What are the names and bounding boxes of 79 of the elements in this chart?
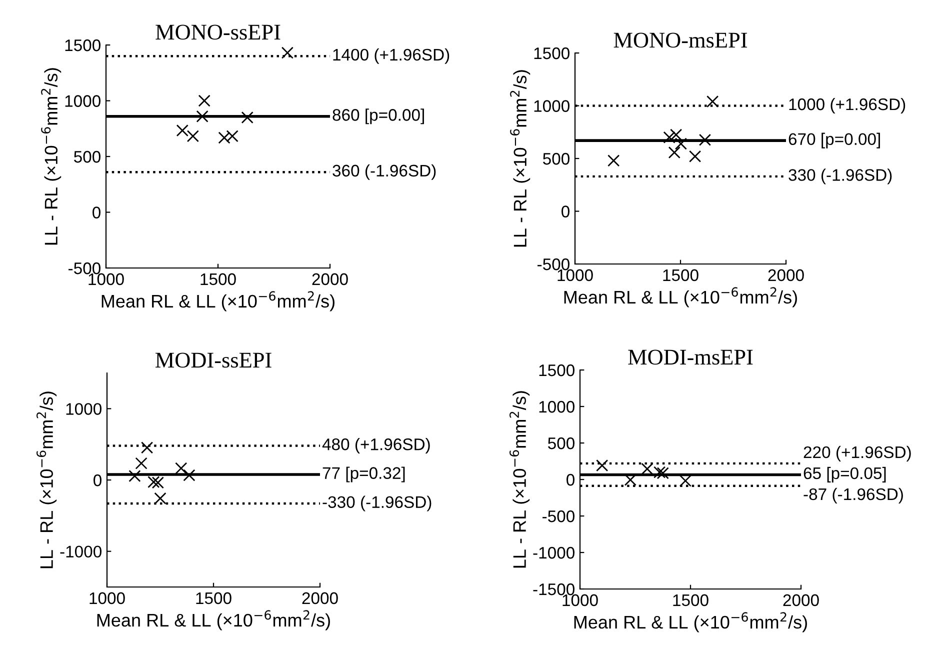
x-tick-label: 2000 [768,269,804,282]
point [670,128,682,141]
point [653,466,666,478]
ref-line-label: 1000 (+1.96SD) [789,98,906,114]
chart-title: MODI-msEPI [628,350,753,365]
x-tick-label: 1500 [200,273,236,286]
ref-line-label: 1400 (+1.96SD) [333,48,450,64]
y-tick-label: 500 [548,437,574,450]
point [706,95,719,108]
x-axis-title: Mean RL & LL (×10$^{−6}$mm$^{2}$/s) [97,610,330,630]
y-axis-title: LL - RL (×10$^{−6}$mm$^{2}$/s) [36,392,57,568]
x-axis-title: Mean RL & LL (×10$^{−6}$mm$^{2}$/s) [574,612,807,632]
y-tick-label: 0 [92,206,100,218]
y-tick-label: 0 [562,206,570,218]
point [183,469,196,482]
point [668,146,680,159]
ref-line-label: 77 [p=0.32] [322,466,405,482]
point [196,110,208,122]
point [241,111,254,124]
y-tick-label: 500 [74,150,100,163]
x-axis-title: Mean RL & LL (×10$^{−6}$mm$^{2}$/s) [102,291,334,312]
ref-line-label: -330 (-1.96SD) [322,496,432,512]
ref-line-label: 65 [p=0.05] [804,466,886,482]
point [641,462,654,475]
ref-line-label: 480 (+1.96SD) [322,438,430,454]
y-tick-label: -500 [68,262,100,274]
chart-title: MONO-ssEPI [156,24,280,40]
y-axis-title: LL - RL (×10$^{−6}$mm$^{2}$/s) [510,391,530,568]
point [281,46,294,59]
point [176,124,188,137]
ref-line-label: 360 (-1.96SD) [332,164,436,180]
y-axis-title: LL - RL (×10$^{−6}$mm$^{2}$/s) [41,68,62,245]
y-tick-label: -1000 [533,546,574,559]
y-tick-label: 1500 [65,39,100,52]
chart-title: MONO-msEPI [614,32,748,48]
ref-line-label: 860 [p=0.00] [332,108,424,124]
x-tick-label: 2000 [312,273,348,286]
point [698,134,712,146]
x-tick-label: 1500 [196,592,232,604]
y-tick-label: 0 [94,474,102,486]
point [198,94,210,107]
y-tick-label: 0 [566,474,574,486]
point [186,130,199,142]
ref-line-label: 330 (-1.96SD) [788,168,892,184]
ref-line-label: 220 (+1.96SD) [804,446,911,462]
y-tick-label: 1000 [65,95,100,107]
point [152,476,164,489]
point [608,154,620,167]
y-tick-label: 1000 [534,100,570,112]
point [656,467,669,480]
y-tick-label: -1500 [533,583,574,596]
y-tick-label: -500 [542,510,574,522]
point [154,492,166,504]
y-tick-label: 1000 [66,403,102,415]
point [128,470,141,482]
point [140,442,154,454]
point [175,462,188,474]
point [688,150,702,162]
point [663,131,676,144]
x-tick-label: 2000 [302,592,338,604]
y-tick-label: 1500 [534,47,570,60]
y-tick-label: -1000 [60,546,102,558]
chart-title: MODI-ssEPI [155,352,272,368]
x-axis-title: Mean RL & LL (×10$^{−6}$mm$^{2}$/s) [564,287,797,308]
x-tick-label: 2000 [783,594,819,606]
y-tick-label: 500 [543,152,570,165]
point [674,138,687,150]
point [679,474,692,487]
y-tick-label: -500 [538,258,570,270]
point [148,476,160,488]
y-tick-label: 1500 [539,364,574,376]
ref-line-label: 670 [p=0.00] [788,132,880,148]
point [596,459,608,472]
ref-line-label: -87 (-1.96SD) [804,488,903,504]
x-tick-label: 1500 [673,594,708,606]
point [135,457,148,470]
y-tick-label: 1000 [539,400,574,413]
x-tick-label: 1500 [663,269,698,282]
y-axis-title: LL - RL (×10$^{−6}$mm$^{2}$/s) [510,70,530,247]
